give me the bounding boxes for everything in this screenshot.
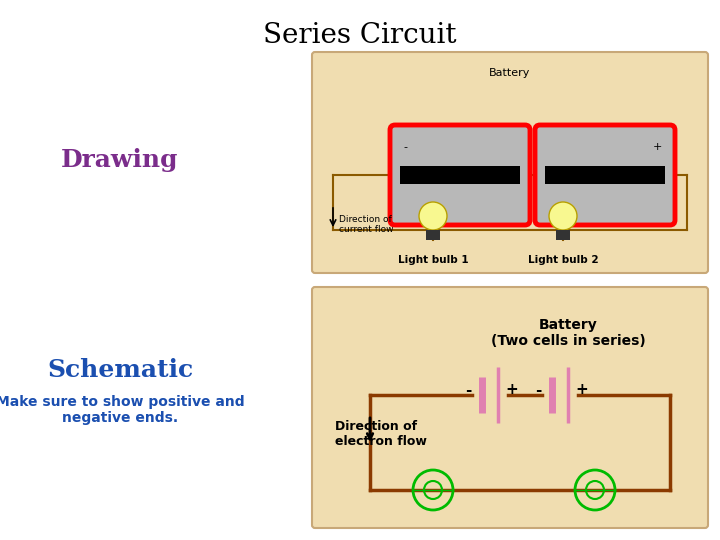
Circle shape [549,202,577,230]
Text: Drawing: Drawing [61,148,179,172]
Text: -: - [535,382,541,397]
Text: Direction of
electron flow: Direction of electron flow [335,420,427,448]
Bar [400,166,520,184]
Circle shape [419,202,447,230]
Text: +: + [505,382,518,397]
Text: Light bulb 2: Light bulb 2 [528,255,598,265]
FancyBboxPatch shape [312,287,708,528]
Bar [426,230,440,240]
FancyBboxPatch shape [390,125,530,225]
Text: Battery
(Two cells in series): Battery (Two cells in series) [491,318,646,348]
Text: +: + [575,382,588,397]
Bar [545,166,665,184]
Text: Battery: Battery [490,68,531,78]
Text: -: - [465,382,471,397]
FancyBboxPatch shape [312,52,708,273]
Text: +: + [652,142,662,152]
Text: Series Circuit: Series Circuit [264,22,456,49]
Text: Make sure to show positive and
negative ends.: Make sure to show positive and negative … [0,395,244,425]
Text: Direction of
current flow: Direction of current flow [339,215,394,234]
Bar [556,230,570,240]
Text: Light bulb 1: Light bulb 1 [397,255,468,265]
Text: -: - [403,142,407,152]
FancyBboxPatch shape [535,125,675,225]
Text: Schematic: Schematic [47,358,193,382]
